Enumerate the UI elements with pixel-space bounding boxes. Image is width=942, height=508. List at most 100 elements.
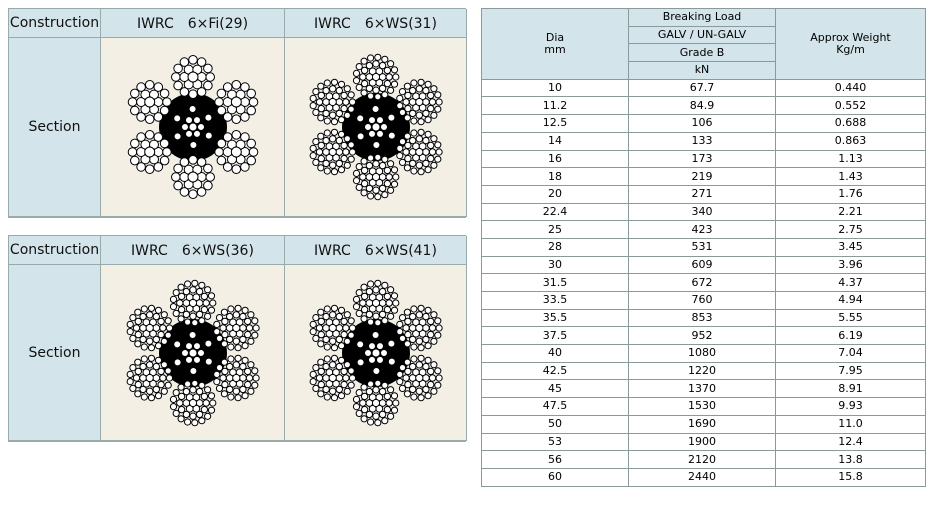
weight-cell: 0.863 — [775, 131, 926, 151]
breaking-load-cell: 1530 — [628, 397, 776, 416]
construction-label: Construction — [9, 9, 101, 38]
breaking-load-cell: 1080 — [628, 344, 776, 363]
section-image — [101, 265, 285, 441]
weight-cell: 0.440 — [775, 78, 926, 98]
dia-cell: 42.5 — [481, 361, 629, 381]
unit-header: kN — [628, 61, 776, 80]
dia-cell: 28 — [481, 237, 629, 257]
table-row: 42.5 1220 7.95 — [481, 361, 926, 381]
weight-cell: 4.37 — [775, 273, 926, 292]
breaking-load-cell: 609 — [628, 255, 776, 275]
dia-cell: 11.2 — [481, 96, 629, 116]
section-image — [285, 38, 467, 217]
breaking-load-cell: 84.9 — [628, 96, 776, 116]
rope-section — [126, 279, 260, 426]
dia-cell: 33.5 — [481, 291, 629, 310]
breaking-load-cell: 952 — [628, 326, 776, 346]
dia-cell: 22.4 — [481, 202, 629, 222]
dia-cell: 20 — [481, 184, 629, 204]
breaking-load-cell: 2120 — [628, 450, 776, 469]
section-label: Section — [9, 265, 101, 441]
breaking-load-cell: 1900 — [628, 432, 776, 452]
table-row: 10 67.7 0.440 — [481, 78, 926, 98]
weight-header: Approx Weight Kg/m — [775, 8, 926, 80]
construction-panel: Construction Section IWRC 6×Fi(29) IWRC 6×W… — [8, 8, 467, 218]
breaking-load-cell: 106 — [628, 114, 776, 133]
dia-cell: 45 — [481, 379, 629, 399]
spec-table: Dia mm Breaking Load Approx Weight Kg/m … — [481, 8, 926, 487]
rope-section — [309, 53, 443, 201]
breaking-load-cell: 133 — [628, 131, 776, 151]
breaking-load-cell: 672 — [628, 273, 776, 292]
section-image — [101, 38, 285, 217]
dia-cell: 31.5 — [481, 273, 629, 292]
weight-cell: 12.4 — [775, 432, 926, 452]
weight-cell: 1.13 — [775, 149, 926, 169]
construction-name: IWRC 6×WS(31) — [285, 9, 467, 38]
section-image — [285, 265, 467, 441]
table-row: 33.5 760 4.94 — [481, 291, 926, 310]
weight-cell: 7.95 — [775, 361, 926, 381]
dia-header: Dia mm — [481, 8, 629, 80]
table-row: 50 1690 11.0 — [481, 414, 926, 434]
breaking-load-cell: 2440 — [628, 467, 776, 487]
dia-cell: 18 — [481, 167, 629, 186]
weight-cell: 1.76 — [775, 184, 926, 204]
table-row: 11.2 84.9 0.552 — [481, 96, 926, 116]
construction-label: Construction — [9, 236, 101, 265]
table-row: 40 1080 7.04 — [481, 344, 926, 363]
dia-cell: 37.5 — [481, 326, 629, 346]
table-row: 56 2120 13.8 — [481, 450, 926, 469]
dia-cell: 56 — [481, 450, 629, 469]
weight-cell: 0.688 — [775, 114, 926, 133]
construction-name: IWRC 6×WS(36) — [101, 236, 285, 265]
breaking-load-cell: 271 — [628, 184, 776, 204]
breaking-load-cell: 531 — [628, 237, 776, 257]
dia-cell: 14 — [481, 131, 629, 151]
table-row: 18 219 1.43 — [481, 167, 926, 186]
breaking-load-cell: 173 — [628, 149, 776, 169]
weight-cell: 5.55 — [775, 308, 926, 328]
dia-cell: 50 — [481, 414, 629, 434]
breaking-load-cell: 67.7 — [628, 78, 776, 98]
load-header: Breaking Load — [628, 8, 776, 27]
weight-cell: 2.21 — [775, 202, 926, 222]
galv-header: GALV / UN-GALV — [628, 25, 776, 45]
weight-cell: 0.552 — [775, 96, 926, 116]
weight-cell: 4.94 — [775, 291, 926, 310]
table-row: 20 271 1.76 — [481, 184, 926, 204]
weight-cell: 7.04 — [775, 344, 926, 363]
section-label: Section — [9, 38, 101, 217]
table-row: 60 2440 15.8 — [481, 467, 926, 487]
table-row: 12.5 106 0.688 — [481, 114, 926, 133]
table-row: 16 173 1.13 — [481, 149, 926, 169]
breaking-load-cell: 760 — [628, 291, 776, 310]
table-row: 47.5 1530 9.93 — [481, 397, 926, 416]
construction-panel: Construction Section IWRC 6×WS(36) IWRC 6×W… — [8, 235, 467, 442]
weight-cell: 3.96 — [775, 255, 926, 275]
construction-name: IWRC 6×WS(41) — [285, 236, 467, 265]
table-row: 37.5 952 6.19 — [481, 326, 926, 346]
rope-section — [309, 279, 443, 426]
weight-cell: 9.93 — [775, 397, 926, 416]
dia-cell: 10 — [481, 78, 629, 98]
dia-cell: 60 — [481, 467, 629, 487]
weight-cell: 15.8 — [775, 467, 926, 487]
breaking-load-cell: 1690 — [628, 414, 776, 434]
dia-cell: 40 — [481, 344, 629, 363]
grade-header: Grade B — [628, 43, 776, 63]
weight-cell: 6.19 — [775, 326, 926, 346]
construction-name: IWRC 6×Fi(29) — [101, 9, 285, 38]
weight-cell: 1.43 — [775, 167, 926, 186]
breaking-load-cell: 219 — [628, 167, 776, 186]
table-row: 14 133 0.863 — [481, 131, 926, 151]
weight-cell: 13.8 — [775, 450, 926, 469]
weight-cell: 11.0 — [775, 414, 926, 434]
table-body: Dia mm Breaking Load Approx Weight Kg/m … — [481, 8, 926, 487]
table-row: 30 609 3.96 — [481, 255, 926, 275]
breaking-load-cell: 423 — [628, 220, 776, 239]
dia-cell: 47.5 — [481, 397, 629, 416]
table-row: 53 1900 12.4 — [481, 432, 926, 452]
breaking-load-cell: 340 — [628, 202, 776, 222]
dia-cell: 25 — [481, 220, 629, 239]
